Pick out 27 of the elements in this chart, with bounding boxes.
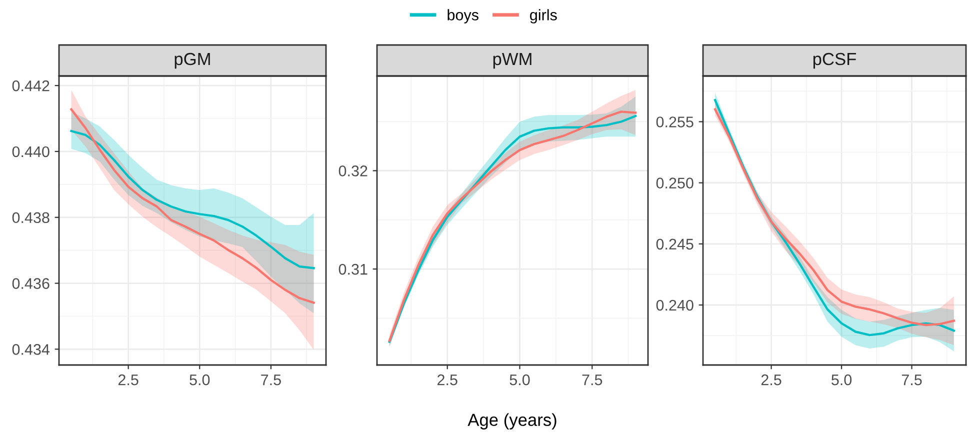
legend-label: boys — [448, 9, 478, 24]
y-tick-label: 0.434 — [12, 344, 50, 355]
x-tick-label: 5.0 — [510, 374, 530, 386]
y-tick-label: 0.250 — [656, 178, 694, 188]
x-tick-label: 7.5 — [582, 374, 602, 386]
x-tick-label: 5.0 — [190, 374, 210, 386]
y-tick-label: 0.245 — [656, 238, 694, 250]
y-tick-label: 0.255 — [656, 116, 694, 128]
y-tick-label: 0.442 — [12, 80, 50, 92]
y-tick-label: 0.240 — [656, 300, 694, 311]
chart-title: pCSF — [813, 52, 856, 69]
legend-label: girls — [530, 9, 557, 24]
x-tick-label: 7.5 — [261, 374, 281, 386]
x-tick-label: 7.5 — [902, 374, 922, 386]
y-tick-label: 0.31 — [338, 264, 368, 275]
x-tick-label: 2.5 — [438, 374, 458, 386]
x-tick-label: 2.5 — [118, 374, 138, 386]
line-series — [70, 130, 315, 270]
chart-title: pWM — [493, 53, 532, 69]
x-tick-label: 2.5 — [761, 374, 782, 386]
y-tick-label: 0.440 — [12, 146, 50, 158]
x-tick-label: 5.0 — [832, 374, 852, 386]
x-axis-title: Age (years) — [468, 413, 556, 430]
chart-title: pGM — [174, 52, 210, 69]
y-tick-label: 0.438 — [12, 212, 50, 224]
y-tick-label: 0.436 — [12, 278, 50, 289]
y-tick-label: 0.32 — [338, 166, 368, 176]
